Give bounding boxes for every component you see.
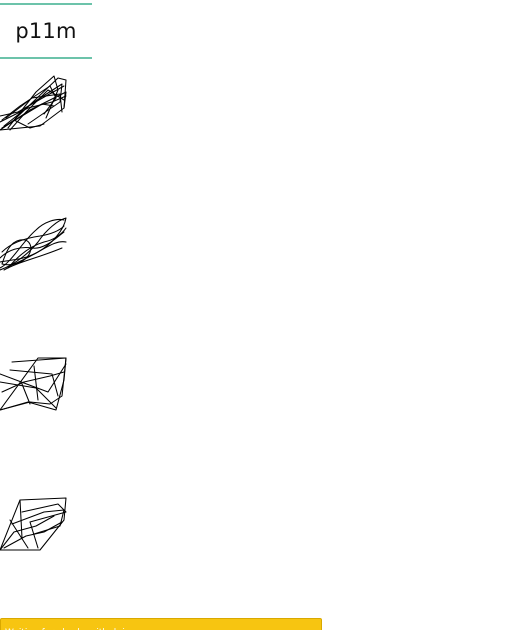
title-tab[interactable]: p11m [0,3,92,59]
status-bar: Waiting for aberke.github.io... [0,618,322,630]
leaf-sketch-icon [0,217,67,271]
triangle-sketch-icon [0,357,67,411]
wireframe-sketch-icon [0,75,67,131]
status-text: Waiting for aberke.github.io... [5,628,139,630]
thumbnail-3[interactable] [0,352,70,414]
page-title: p11m [15,19,77,43]
thumbnail-2[interactable] [0,212,70,274]
thumbnail-4[interactable] [0,492,70,554]
thumbnail-1[interactable] [0,72,70,134]
box-sketch-icon [0,497,67,551]
